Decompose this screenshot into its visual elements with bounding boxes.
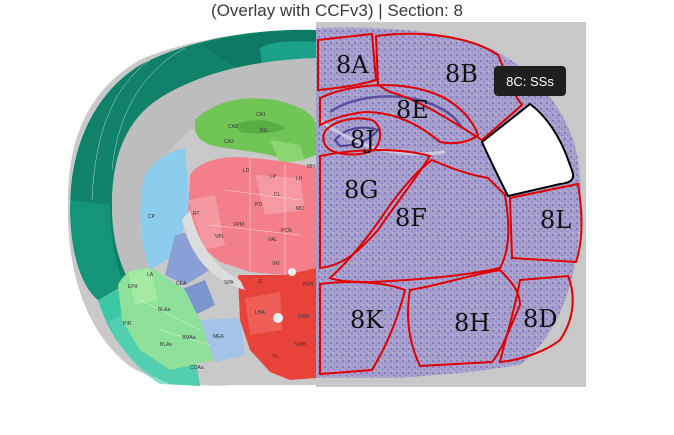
region-tooltip: 8C: SSs	[494, 66, 566, 96]
region-label-8K[interactable]: 8K	[350, 306, 384, 334]
fornix-tract	[273, 313, 283, 323]
isocortex-upper-region	[200, 30, 316, 70]
pallidum-small-region	[180, 280, 215, 315]
dentate-gyrus-region	[235, 120, 285, 134]
amygdala-lateral-region	[128, 268, 158, 305]
hippocampal-cell-layer	[329, 95, 464, 129]
atlas-label-bla: BLAa	[158, 307, 170, 313]
atlas-label-blav: BLAv	[160, 342, 172, 348]
atlas-label-po: PO	[255, 202, 262, 208]
thalamus-mid-region	[255, 175, 305, 215]
atlas-label-zi: ZI	[258, 279, 262, 285]
atlas-label-coa: COAa	[190, 365, 204, 371]
page-title: (Overlay with CCFv3) | Section: 8	[211, 1, 463, 20]
lha-region	[245, 292, 282, 335]
mea-region	[200, 318, 245, 362]
region-8F-outline	[328, 158, 510, 284]
region-8L-outline	[508, 182, 583, 264]
region-label-8A[interactable]: 8A	[336, 51, 369, 79]
region-8H-outline	[407, 268, 522, 368]
atlas-label-rt: RT	[193, 211, 200, 217]
atlas-label-bmaa: BMAa	[182, 335, 196, 341]
hippocampus-ventral-region	[270, 140, 305, 163]
thalamus-lateral-region	[188, 195, 225, 250]
atlas-label-spa: SPA	[224, 280, 234, 286]
white-matter-region	[112, 58, 316, 282]
region-label-8H[interactable]: 8H	[454, 309, 490, 337]
region-label-group: 8A 8B 8E 8J 8G 8F 8L 8K 8H 8D	[336, 51, 571, 337]
atlas-label-cp: CP	[148, 214, 156, 220]
region-8A-outline	[317, 32, 378, 92]
atlas-label-pva: PVH	[303, 282, 314, 288]
atlas-label-mea: MEA	[213, 334, 225, 340]
region-label-8B[interactable]: 8B	[445, 60, 478, 88]
atlas-label-lp: LP	[270, 174, 277, 180]
atlas-label-dg: DG	[260, 128, 268, 134]
region-8C-highlight	[480, 102, 575, 198]
atlas-label-vmh: VMH	[295, 342, 307, 348]
ccf-atlas-hemisphere: CA1 CA2 CA3 DG LP LD PO CL MO VPM VPL VA…	[67, 29, 316, 386]
atlas-label-group: CA1 CA2 CA3 DG LP LD PO CL MO VPM VPL VA…	[123, 112, 315, 371]
region-label-8J[interactable]: 8J	[350, 126, 375, 154]
atlas-label-mo: MO	[296, 206, 304, 212]
atlas-label-ld: LD	[243, 168, 250, 174]
region-label-8G[interactable]: 8G	[344, 176, 378, 204]
atlas-label-la: LA	[147, 272, 154, 278]
region-8E-outline	[319, 84, 480, 145]
region-label-8E[interactable]: 8E	[396, 96, 429, 124]
region-outlines	[317, 32, 583, 376]
atlas-boundaries	[69, 47, 301, 346]
atlas-label-vpm: VPM	[233, 222, 244, 228]
atlas-label-ca3: CA3	[224, 139, 234, 145]
internal-capsule-tract	[182, 210, 245, 290]
region-8D-outline	[498, 274, 574, 364]
atlas-label-cl: CL	[274, 192, 281, 198]
region-8K-outline	[319, 281, 407, 376]
atlas-label-ca1: CA1	[256, 112, 266, 118]
atlas-label-pir: PIR	[123, 321, 132, 327]
atlas-label-mh: MH	[307, 164, 315, 170]
atlas-label-lha: LHA	[255, 310, 265, 316]
atlas-label-lh: LH	[296, 176, 303, 182]
atlas-label-vm: VM	[272, 261, 280, 267]
atlas-label-vpl: VPL	[215, 234, 225, 240]
mammillothalamic-tract	[288, 268, 296, 276]
atlas-label-val: VAL	[268, 237, 277, 243]
atlas-label-dmh: DMH	[298, 314, 310, 320]
region-label-8D[interactable]: 8D	[523, 305, 558, 333]
atlas-label-ca2: CA2	[228, 124, 238, 130]
lateral-cortex-region	[70, 200, 125, 300]
atlas-label-cea: CEA	[176, 281, 187, 287]
atlas-label-pcn: PCN	[281, 228, 292, 234]
dentate-cell-layer	[333, 126, 380, 148]
atlas-label-epd: EPd	[128, 284, 138, 290]
region-label-8F[interactable]: 8F	[395, 204, 427, 232]
atlas-label-tu: TU	[272, 354, 279, 360]
region-label-8L[interactable]: 8L	[540, 206, 571, 234]
isocortex-region	[70, 29, 316, 300]
